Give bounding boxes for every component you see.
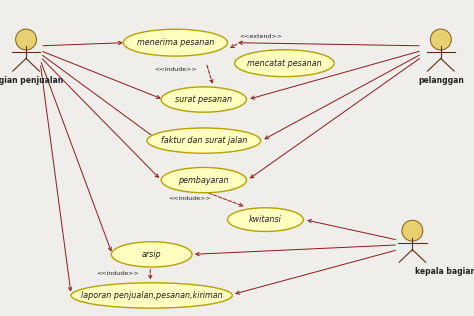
Text: kepala bagian penjualan: kepala bagian penjualan xyxy=(415,267,474,276)
Ellipse shape xyxy=(111,242,192,267)
Text: mencatat pesanan: mencatat pesanan xyxy=(247,59,322,68)
Text: menerima pesanan: menerima pesanan xyxy=(137,38,214,47)
Ellipse shape xyxy=(430,29,451,50)
Text: pelanggan: pelanggan xyxy=(418,76,464,85)
Text: <<indude>>: <<indude>> xyxy=(154,67,197,72)
Ellipse shape xyxy=(235,50,334,77)
Text: bagian penjualan: bagian penjualan xyxy=(0,76,64,85)
Ellipse shape xyxy=(71,283,232,308)
Ellipse shape xyxy=(161,167,246,193)
Text: laporan penjualan,pesanan,kiriman: laporan penjualan,pesanan,kiriman xyxy=(81,291,223,300)
Text: faktur dan surat jalan: faktur dan surat jalan xyxy=(161,136,247,145)
Text: <<indude>>: <<indude>> xyxy=(96,271,139,276)
Ellipse shape xyxy=(228,208,303,231)
Text: kwitansi: kwitansi xyxy=(249,215,282,224)
Ellipse shape xyxy=(402,220,423,241)
Text: <<indude>>: <<indude>> xyxy=(168,196,211,201)
Text: <<extend>>: <<extend>> xyxy=(239,34,282,40)
Text: arsip: arsip xyxy=(142,250,162,259)
Ellipse shape xyxy=(161,87,246,112)
Text: surat pesanan: surat pesanan xyxy=(175,95,232,104)
Text: pembayaran: pembayaran xyxy=(179,176,229,185)
Ellipse shape xyxy=(123,29,228,56)
Ellipse shape xyxy=(16,29,36,50)
Ellipse shape xyxy=(147,128,261,153)
